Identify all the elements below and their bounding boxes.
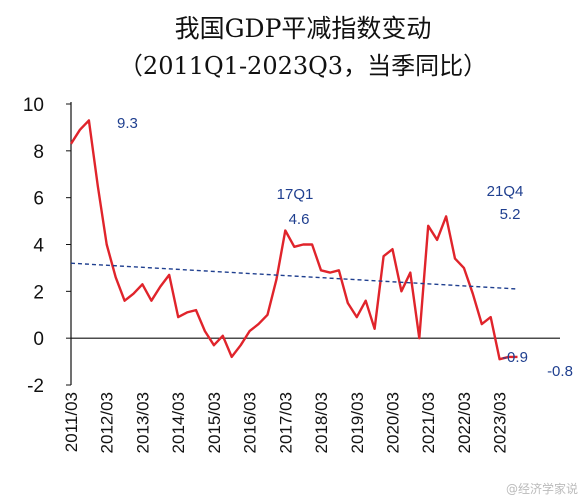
annotation-label: -0.9 [502,349,528,366]
annotations: 9.3 17Q1 4.6 21Q4 5.2 -0.9 -0.8 [117,115,573,380]
x-tick-label: 2012/03 [98,392,117,453]
deflator-line [69,119,518,361]
annotation-label: 4.6 [289,211,310,228]
axes [70,102,560,385]
y-tick-label: 8 [33,142,44,163]
x-tick-label: 2017/03 [276,392,295,453]
y-tick-labels: -2 0 2 4 6 8 10 [23,95,71,397]
x-tick-label: 2019/03 [348,392,367,453]
x-tick-label: 2020/03 [383,392,402,453]
y-tick-label: 0 [33,329,44,350]
annotation-label: 17Q1 [277,186,314,203]
watermark: @经济学家说 [506,481,578,496]
x-tick-label: 2023/03 [491,392,510,453]
x-tick-label: 2015/03 [205,392,224,453]
x-tick-label: 2021/03 [419,392,438,453]
chart-subtitle: （2011Q1-2023Q3，当季同比） [119,52,487,80]
series [69,119,518,361]
x-tick-label: 2011/03 [62,392,81,452]
y-tick-label: 2 [33,282,44,303]
annotation-label: 21Q4 [487,183,524,200]
x-tick-labels: 2011/03 2012/03 2013/03 2014/03 2015/03 2016/… [62,392,510,453]
x-tick-label: 2014/03 [169,392,188,453]
annotation-label: 9.3 [117,115,138,132]
x-tick-label: 2022/03 [455,392,474,453]
x-tick-label: 2016/03 [241,392,260,453]
trend-line [70,262,518,290]
annotation-label: 5.2 [500,206,521,223]
chart-title: 我国GDP平减指数变动 [175,14,432,43]
y-tick-label: 10 [23,95,44,116]
y-tick-label: -2 [27,376,44,397]
x-tick-label: 2013/03 [133,392,152,453]
x-tick-label: 2018/03 [312,392,331,453]
y-tick-label: 6 [33,189,44,210]
annotation-label: -0.8 [547,363,573,380]
y-tick-label: 4 [33,236,44,257]
